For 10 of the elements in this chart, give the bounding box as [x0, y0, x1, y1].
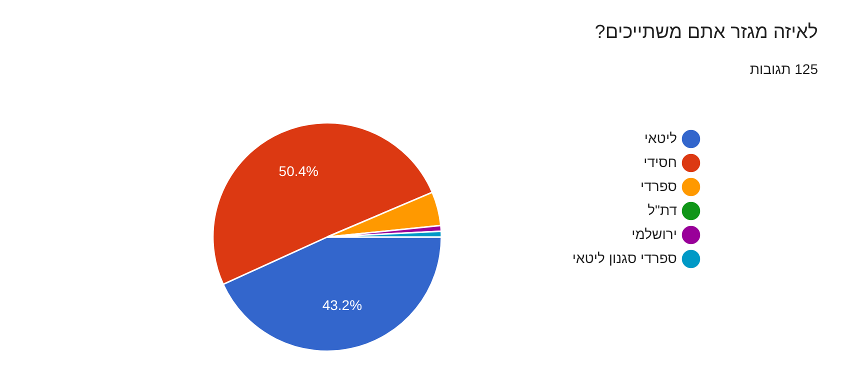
legend-label: חסידי: [644, 154, 677, 170]
legend-label: ליטאי: [644, 130, 677, 146]
legend-label: ספרדי: [640, 178, 677, 194]
data-label: 43.2%: [322, 297, 362, 314]
text: 125 תגובות: [750, 61, 818, 77]
data-label: 50.4%: [278, 163, 318, 180]
legend-label: דת"ל: [648, 202, 678, 218]
chart-title: לאיזה מגזר אתם משתייכים?: [594, 22, 818, 44]
legend-label: ירושלמי: [632, 226, 677, 242]
legend-label: ספרדי סגנון ליטאי: [572, 250, 677, 266]
